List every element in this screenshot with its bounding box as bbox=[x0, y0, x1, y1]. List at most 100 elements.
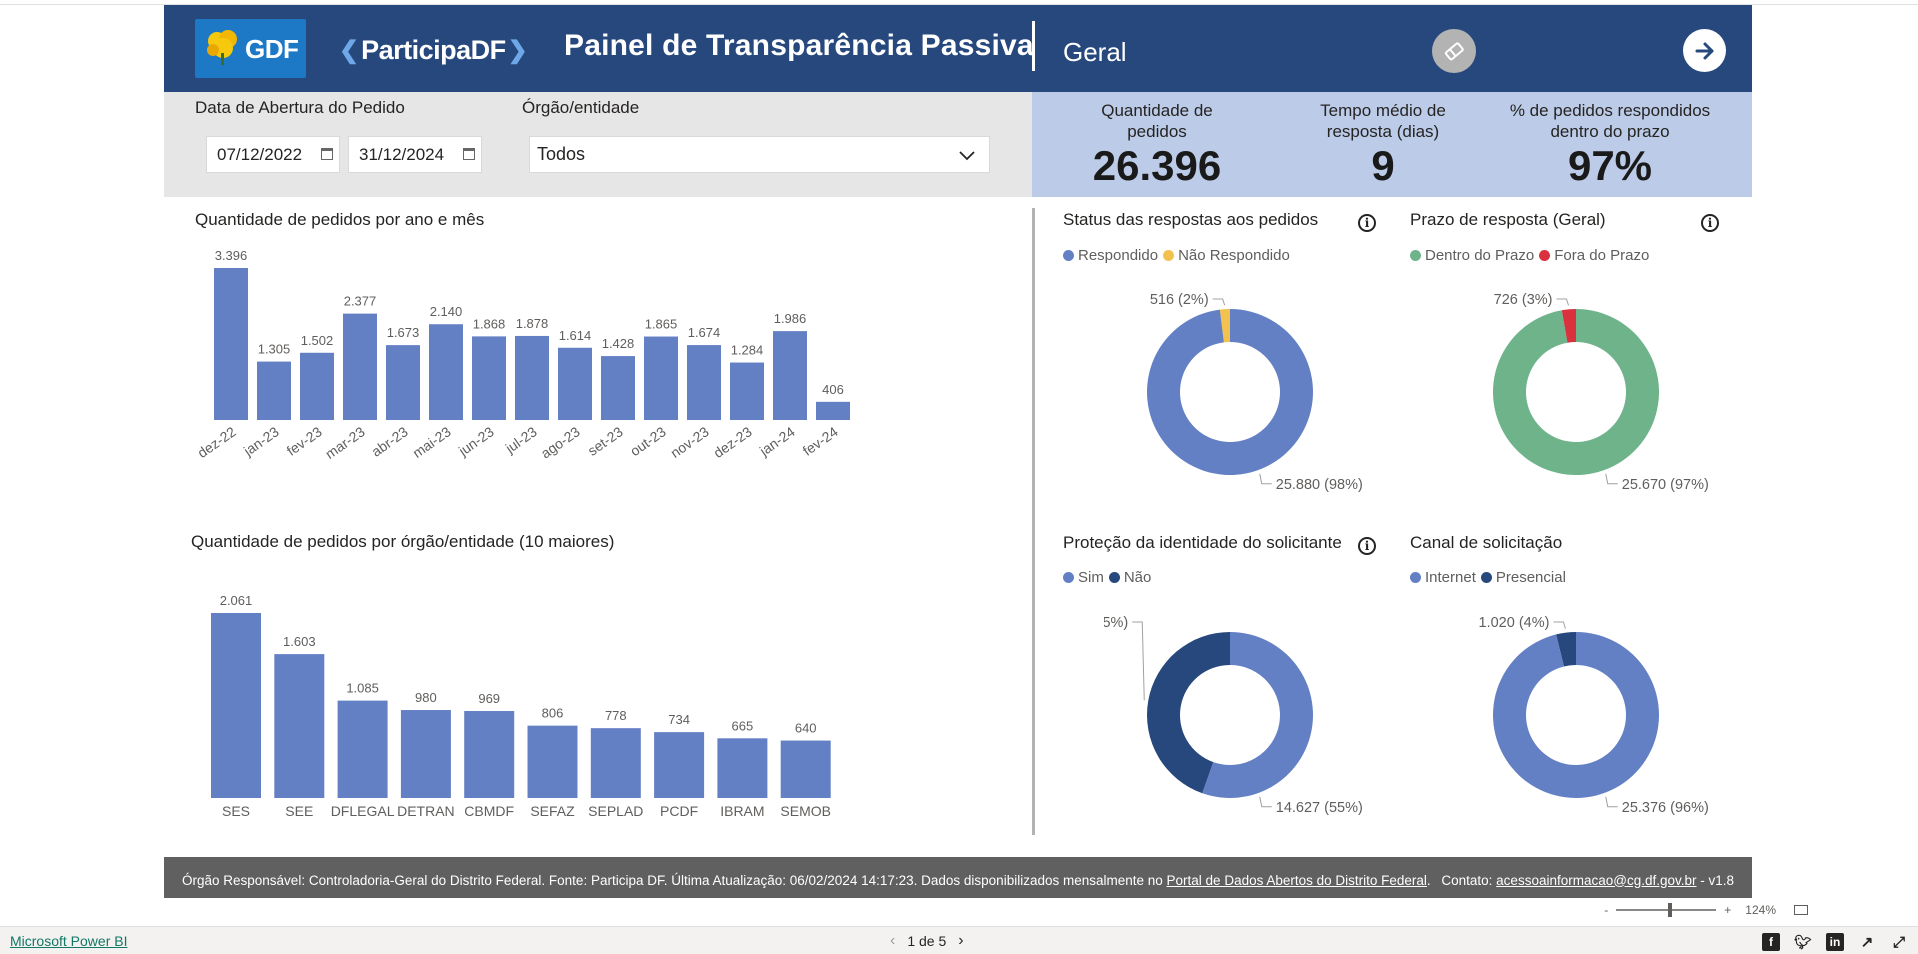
bar[interactable] bbox=[644, 336, 678, 420]
bar-value-label: 2.140 bbox=[430, 304, 463, 319]
facebook-icon[interactable]: f bbox=[1762, 933, 1780, 951]
response-deadline-donut[interactable]: 726 (3%) 25.670 (97%) bbox=[1450, 275, 1750, 505]
bar[interactable] bbox=[337, 700, 388, 798]
ipe-tree-icon bbox=[207, 30, 237, 65]
date-filter-label: Data de Abertura do Pedido bbox=[195, 98, 405, 117]
bar[interactable] bbox=[717, 738, 768, 798]
linkedin-icon[interactable]: in bbox=[1826, 933, 1844, 951]
info-icon[interactable]: i bbox=[1358, 214, 1376, 232]
legend-item[interactable]: Fora do Prazo bbox=[1539, 247, 1649, 264]
bar[interactable] bbox=[654, 732, 705, 798]
x-tick-label: mar-23 bbox=[322, 423, 368, 462]
zoom-slider-thumb[interactable] bbox=[1668, 903, 1673, 917]
x-tick-label: jul-23 bbox=[502, 423, 540, 456]
x-tick-label: SEMOB bbox=[780, 803, 831, 819]
gdf-logo[interactable]: GDF bbox=[195, 19, 306, 78]
bar[interactable] bbox=[472, 336, 506, 420]
legend-item[interactable]: Respondido bbox=[1063, 247, 1158, 264]
date-end-input[interactable]: 31/12/2024 bbox=[348, 136, 482, 173]
zoom-slider[interactable] bbox=[1616, 903, 1717, 917]
contact-email-link[interactable]: acessoainformacao@cg.df.gov.br bbox=[1496, 872, 1697, 888]
calendar-icon[interactable] bbox=[321, 148, 333, 160]
bar[interactable] bbox=[730, 362, 764, 420]
legend-item[interactable]: Dentro do Prazo bbox=[1410, 247, 1534, 264]
donut-slice[interactable] bbox=[1493, 632, 1659, 798]
donut-slice[interactable] bbox=[1556, 632, 1576, 667]
org-select[interactable]: Todos bbox=[529, 136, 990, 173]
slice-data-label: 11.769 (45%) bbox=[1104, 615, 1128, 631]
bar[interactable] bbox=[274, 654, 325, 798]
calendar-icon[interactable] bbox=[463, 148, 475, 160]
x-tick-label: SES bbox=[222, 803, 250, 819]
legend-dot bbox=[1480, 572, 1492, 583]
bar-value-label: 980 bbox=[415, 690, 437, 705]
legend-item[interactable]: Não Respondido bbox=[1163, 247, 1290, 264]
participadf-logo[interactable]: ❮ ParticipaDF ❯ bbox=[339, 34, 528, 66]
legend-label: Não bbox=[1123, 569, 1152, 586]
bar[interactable] bbox=[429, 324, 463, 420]
zoom-in-button[interactable]: + bbox=[1724, 903, 1732, 917]
next-page-icon[interactable]: › bbox=[958, 932, 964, 949]
bar[interactable] bbox=[687, 345, 721, 420]
request-channel-donut[interactable]: 1.020 (4%) 25.376 (96%) bbox=[1450, 598, 1750, 828]
info-icon[interactable]: i bbox=[1358, 537, 1376, 555]
chart-title: Canal de solicitação bbox=[1410, 533, 1563, 552]
org-requests-chart[interactable]: 2.061 SES 1.603 SEE 1.085 DFLEGAL 980 DETRAN 969… bbox=[194, 575, 984, 830]
portal-link[interactable]: Portal de Dados Abertos do Distrito Fede… bbox=[1166, 872, 1427, 888]
bar[interactable] bbox=[211, 613, 261, 798]
legend-item[interactable]: Internet bbox=[1410, 569, 1476, 586]
x-tick-label: IBRAM bbox=[720, 803, 764, 819]
zoom-control: - + 124% bbox=[1604, 903, 1808, 917]
bar[interactable] bbox=[558, 347, 592, 420]
previous-page-icon[interactable]: ‹ bbox=[890, 932, 896, 949]
x-tick-label: set-23 bbox=[585, 423, 626, 459]
legend-item[interactable]: Não bbox=[1108, 569, 1152, 586]
x-tick-label: PCDF bbox=[660, 803, 698, 819]
twitter-icon[interactable]: 🐦︎ bbox=[1794, 933, 1812, 950]
legend-item[interactable]: Sim bbox=[1063, 569, 1104, 586]
identity-protection-donut[interactable]: 11.769 (45%) 14.627 (55%) bbox=[1104, 598, 1404, 828]
donut-slice[interactable] bbox=[1493, 309, 1659, 475]
legend-item[interactable]: Presencial bbox=[1480, 569, 1566, 586]
bar[interactable] bbox=[386, 345, 420, 420]
donut-slice[interactable] bbox=[1147, 632, 1230, 794]
donut-slice[interactable] bbox=[1219, 309, 1230, 343]
bar[interactable] bbox=[527, 725, 578, 798]
bar[interactable] bbox=[343, 313, 377, 420]
label-leader-line bbox=[1132, 621, 1145, 701]
bar[interactable] bbox=[400, 710, 451, 798]
fit-to-page-icon[interactable] bbox=[1794, 905, 1808, 915]
donut-slice[interactable] bbox=[1202, 632, 1313, 798]
donut-slice[interactable] bbox=[1147, 309, 1313, 475]
org-filter-label: Órgão/entidade bbox=[522, 98, 640, 117]
monthly-requests-chart[interactable]: 3.396 dez-22 1.305 jan-23 1.502 fev-23 2.377 ma… bbox=[194, 240, 984, 490]
x-tick-label: SEE bbox=[285, 803, 313, 819]
kpi-label: dentro do prazo bbox=[1550, 122, 1670, 141]
date-start-input[interactable]: 07/12/2022 bbox=[206, 136, 340, 173]
powerbi-link[interactable]: Microsoft Power BI bbox=[10, 933, 128, 949]
next-page-button[interactable] bbox=[1683, 29, 1726, 72]
share-icon[interactable]: ↗ bbox=[1860, 934, 1874, 951]
x-tick-label: jun-23 bbox=[455, 423, 497, 459]
bar[interactable] bbox=[257, 361, 291, 420]
clear-filters-button[interactable] bbox=[1432, 29, 1476, 73]
bar[interactable] bbox=[601, 356, 635, 420]
bar[interactable] bbox=[214, 268, 248, 420]
bar-value-label: 1.878 bbox=[516, 316, 549, 331]
bar[interactable] bbox=[780, 740, 831, 798]
kpi-on-time-pct: % de pedidos respondidos dentro do prazo… bbox=[1504, 100, 1716, 190]
donut-slice[interactable] bbox=[1561, 309, 1576, 343]
bar[interactable] bbox=[590, 728, 641, 798]
response-status-donut[interactable]: 516 (2%) 25.880 (98%) bbox=[1104, 275, 1404, 505]
bar[interactable] bbox=[464, 711, 515, 798]
slice-data-label: 25.880 (98%) bbox=[1276, 477, 1363, 493]
zoom-out-button[interactable]: - bbox=[1604, 903, 1609, 917]
bar[interactable] bbox=[300, 352, 334, 420]
bar[interactable] bbox=[816, 401, 850, 420]
bar[interactable] bbox=[773, 331, 807, 420]
bar[interactable] bbox=[515, 335, 549, 420]
zoom-level[interactable]: 124% bbox=[1745, 903, 1776, 917]
bar-value-label: 1.085 bbox=[346, 681, 379, 696]
info-icon[interactable]: i bbox=[1701, 214, 1719, 232]
fullscreen-icon[interactable]: ⤢ bbox=[1892, 933, 1905, 951]
